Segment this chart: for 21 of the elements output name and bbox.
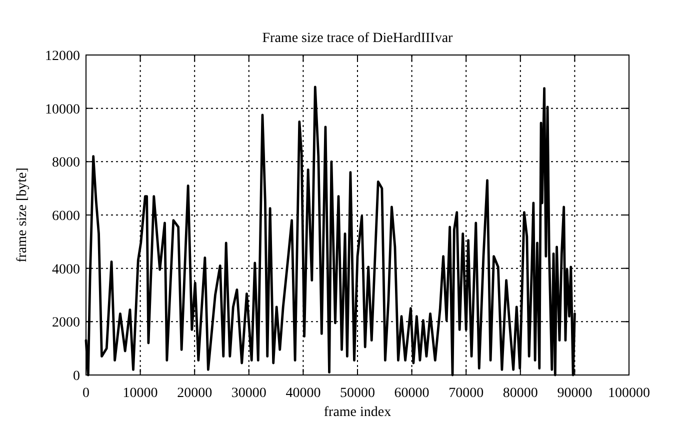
y-tick-label: 4000 — [52, 262, 80, 278]
x-tick-label: 60000 — [394, 386, 430, 401]
y-tick-label: 2000 — [52, 316, 80, 331]
x-axis-title: frame index — [324, 405, 392, 420]
x-tick-label: 70000 — [448, 386, 484, 401]
x-tick-label: 80000 — [502, 386, 538, 401]
x-tick-label: 10000 — [122, 386, 158, 401]
chart-title: Frame size trace of DieHardIIIvar — [262, 31, 454, 46]
x-tick-label: 0 — [82, 386, 90, 401]
y-axis-title: frame size [byte] — [15, 168, 30, 262]
x-tick-label: 30000 — [231, 386, 266, 401]
x-tick-label: 50000 — [340, 386, 375, 401]
x-tick-label: 100000 — [608, 386, 650, 401]
y-tick-label: 8000 — [52, 156, 80, 171]
x-tick-label: 90000 — [557, 386, 592, 401]
y-tick-label: 12000 — [45, 49, 80, 64]
y-tick-label: 10000 — [45, 102, 80, 118]
x-tick-label: 20000 — [177, 386, 212, 401]
y-tick-label: 6000 — [52, 209, 80, 224]
x-tick-label: 40000 — [286, 386, 321, 401]
y-tick-label: 0 — [73, 369, 80, 384]
